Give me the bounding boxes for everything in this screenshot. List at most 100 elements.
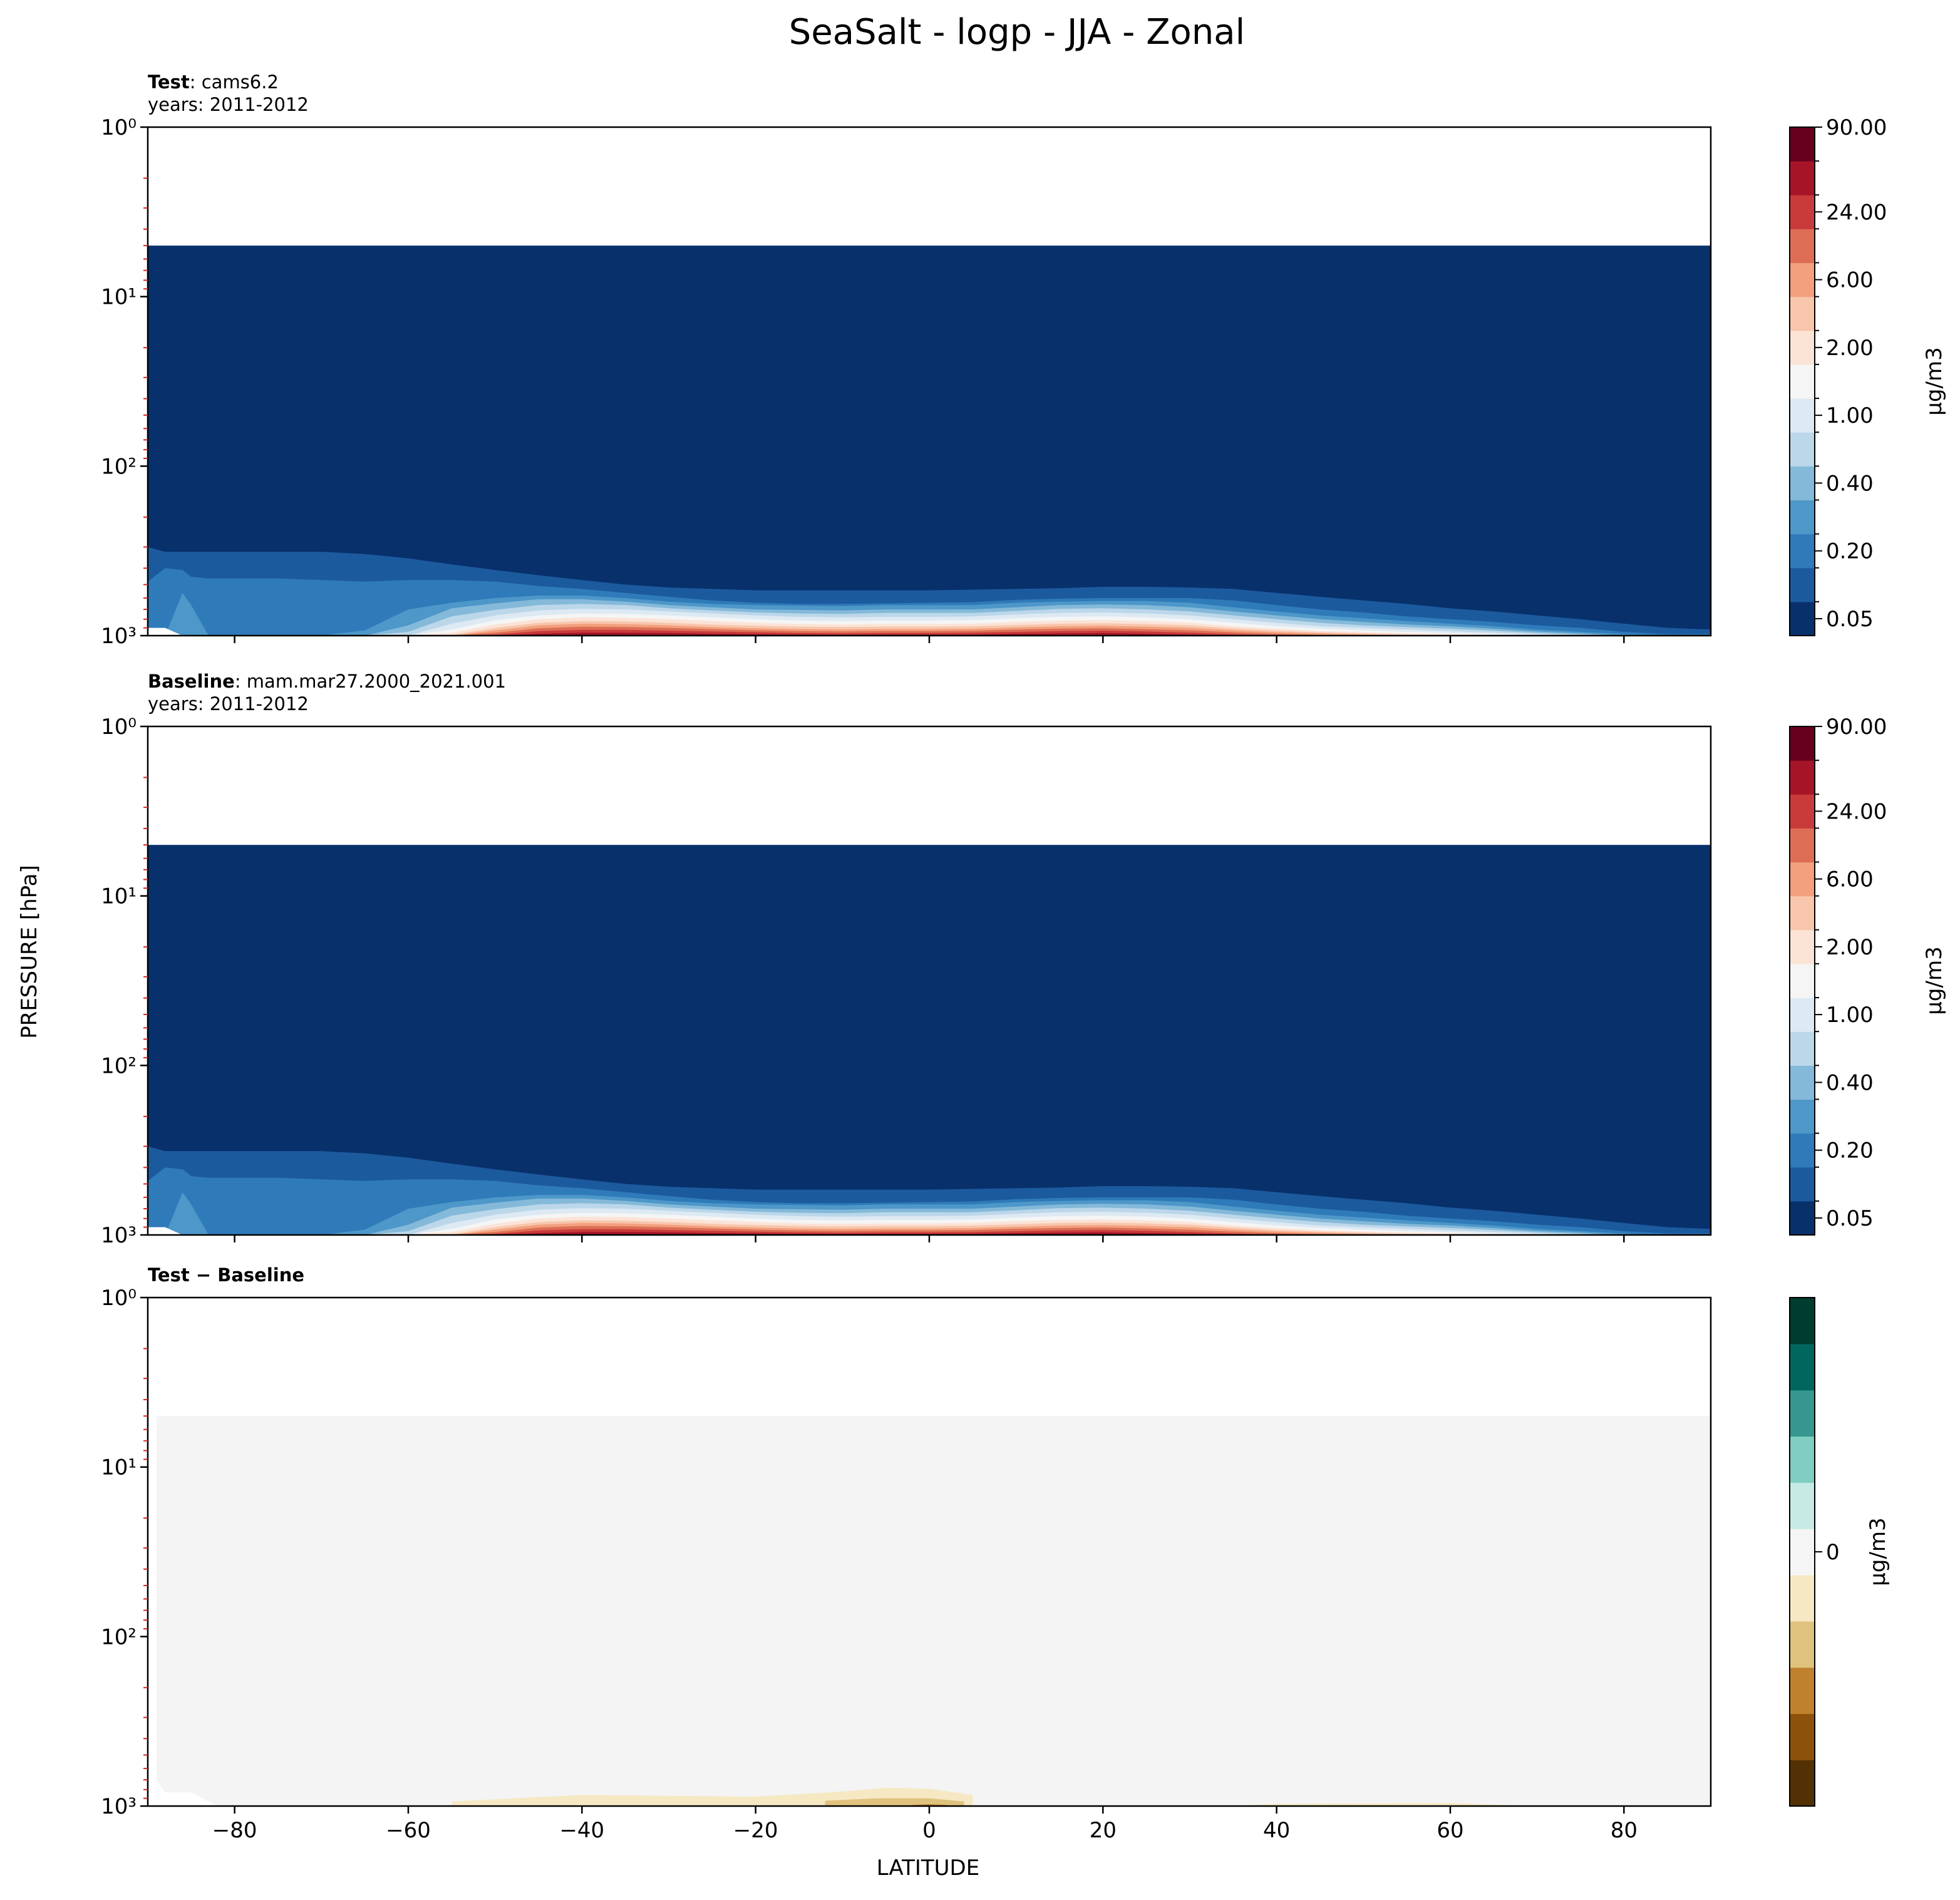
x-tick-label: 0 xyxy=(922,1818,936,1843)
missing-data xyxy=(148,627,183,636)
colorbar-tick-label: 0.40 xyxy=(1826,471,1874,496)
colorbar-tick-label: 90.00 xyxy=(1826,715,1887,740)
colorbar-baseline: 0.05 0.20 0.40 1.00 2.00 6.00 24.00 90.00 μg/m3 xyxy=(1789,715,1947,1236)
colorbar-tick-label: 0.05 xyxy=(1826,607,1874,632)
colorbar-segment xyxy=(1790,161,1815,195)
colorbar-segment xyxy=(1790,1343,1815,1391)
colorbar-segment xyxy=(1790,1200,1815,1236)
colorbar-tick-label: 0.20 xyxy=(1826,1138,1874,1164)
diff-background xyxy=(148,1416,1711,1806)
panel-header-bold: Test xyxy=(148,71,190,93)
colorbar-segment xyxy=(1790,1099,1815,1134)
missing-data xyxy=(148,1227,183,1235)
y-tick-label: 10¹ xyxy=(101,884,137,909)
colorbar-label: μg/m3 xyxy=(1922,347,1947,415)
colorbar-tick-label: 1.00 xyxy=(1826,403,1874,428)
x-tick-label: 60 xyxy=(1436,1818,1463,1843)
y-tick-label: 10⁰ xyxy=(101,115,137,140)
colorbar-tick-label: 0.05 xyxy=(1826,1206,1874,1231)
colorbar-frame xyxy=(1789,726,1815,1236)
y-tick-label: 10¹ xyxy=(101,285,137,310)
colorbar-segment xyxy=(1790,760,1815,795)
colorbar-segment xyxy=(1790,601,1815,636)
colorbar-segment xyxy=(1790,1621,1815,1668)
x-tick-label: 20 xyxy=(1090,1818,1117,1843)
panel-header-rest: : mam.mar27.2000_2021.001 xyxy=(235,671,506,692)
colorbar-segment xyxy=(1790,929,1815,964)
y-tick-label: 10³ xyxy=(101,1223,137,1248)
missing-data xyxy=(148,1416,217,1806)
colorbar-tick-label: 1.00 xyxy=(1826,1003,1874,1028)
colorbar-segment xyxy=(1790,1065,1815,1100)
panel-header: Test − Baseline xyxy=(148,1264,304,1286)
colorbar-segment xyxy=(1790,296,1815,331)
colorbar-tick-label: 2.00 xyxy=(1826,935,1874,960)
colorbar-diff: 0 μg/m3 xyxy=(1789,1297,1890,1807)
colorbar-segment xyxy=(1790,534,1815,569)
colorbar-segment xyxy=(1790,262,1815,297)
panel-baseline: 10⁰ 10¹ 10² 10³ Baseline: mam.mar27.2000_202… xyxy=(101,671,1947,1248)
y-tick-label: 10⁰ xyxy=(101,1286,137,1311)
panel-subheader: years: 2011-2012 xyxy=(148,693,309,715)
x-axis-label: LATITUDE xyxy=(877,1856,979,1881)
panel-header: Test: cams6.2 xyxy=(148,71,279,93)
panel-header-bold: Test − Baseline xyxy=(148,1264,304,1286)
colorbar-segment xyxy=(1790,828,1815,863)
colorbar-segment xyxy=(1790,466,1815,501)
panel-header: Baseline: mam.mar27.2000_2021.001 xyxy=(148,671,506,692)
colorbar-segment xyxy=(1790,432,1815,467)
colorbar-segment xyxy=(1790,726,1815,761)
colorbar-segment xyxy=(1790,1133,1815,1168)
colorbar-tick-label: 6.00 xyxy=(1826,268,1874,293)
y-tick-label: 10³ xyxy=(101,1794,137,1819)
y-tick-label: 10² xyxy=(101,1624,137,1650)
colorbar-segment xyxy=(1790,330,1815,365)
y-tick-label: 10² xyxy=(101,1053,137,1078)
colorbar-segment xyxy=(1790,1436,1815,1483)
figure-title: SeaSalt - logp - JJA - Zonal xyxy=(789,12,1245,53)
colorbar-segment xyxy=(1790,1760,1815,1807)
colorbar-segment xyxy=(1790,1390,1815,1437)
colorbar-segment xyxy=(1790,794,1815,829)
colorbar-segment xyxy=(1790,1031,1815,1066)
panel-header-rest: : cams6.2 xyxy=(190,71,279,93)
plot-area xyxy=(148,845,1711,1235)
y-axis-label: PRESSURE [hPa] xyxy=(17,865,42,1038)
colorbar-tick-label: 0.40 xyxy=(1826,1070,1874,1095)
colorbar-frame xyxy=(1789,126,1815,636)
colorbar-segment xyxy=(1790,229,1815,264)
colorbar-segment xyxy=(1790,127,1815,162)
colorbar-segment xyxy=(1790,1167,1815,1202)
diff-patch-1 xyxy=(825,1798,964,1806)
colorbar-segment xyxy=(1790,1713,1815,1760)
y-tick-label: 10² xyxy=(101,454,137,479)
plot-area xyxy=(148,1416,1711,1806)
x-tick-label: −20 xyxy=(733,1818,778,1843)
colorbar-segment xyxy=(1790,998,1815,1032)
panel-header-bold: Baseline xyxy=(148,671,235,692)
colorbar-segment xyxy=(1790,500,1815,535)
colorbar-segment xyxy=(1790,1482,1815,1529)
colorbar-segment xyxy=(1790,1574,1815,1622)
colorbar-tick-label: 24.00 xyxy=(1826,200,1887,225)
x-tick-label: −60 xyxy=(386,1818,431,1843)
colorbar-tick-label: 2.00 xyxy=(1826,336,1874,361)
colorbar-tick-label: 6.00 xyxy=(1826,867,1874,892)
colorbar-segment xyxy=(1790,567,1815,602)
y-tick-label: 10¹ xyxy=(101,1455,137,1480)
colorbar-tick-label: 0.20 xyxy=(1826,539,1874,564)
colorbar-test: 0.05 0.20 0.40 1.00 2.00 6.00 24.00 90.00 μg/m3 xyxy=(1789,115,1947,636)
colorbar-label: μg/m3 xyxy=(1865,1517,1890,1586)
colorbar-segment xyxy=(1790,963,1815,998)
colorbar-segment xyxy=(1790,1529,1815,1576)
colorbar-segment xyxy=(1790,398,1815,433)
colorbar-segment xyxy=(1790,1298,1815,1345)
colorbar-segment xyxy=(1790,862,1815,897)
panel-subheader: years: 2011-2012 xyxy=(148,94,309,115)
y-tick-label: 10⁰ xyxy=(101,715,137,740)
y-tick-label: 10³ xyxy=(101,624,137,649)
x-tick-label: 80 xyxy=(1611,1818,1638,1843)
colorbar-segment xyxy=(1790,195,1815,229)
